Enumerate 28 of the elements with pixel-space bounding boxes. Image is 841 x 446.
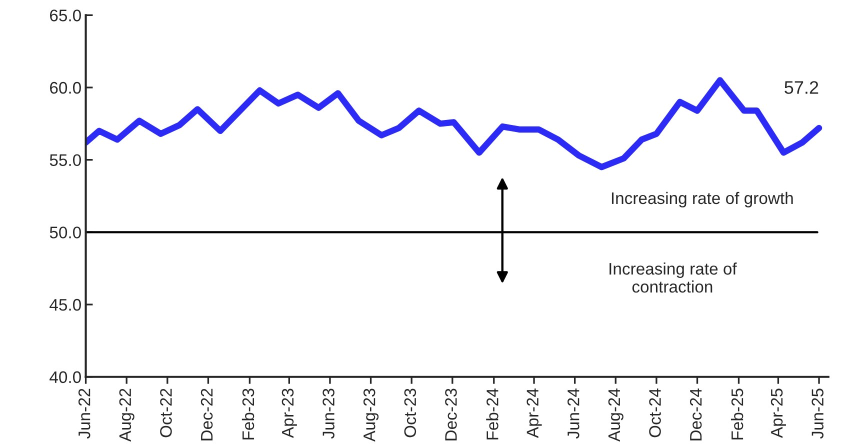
x-tick-label: Jun-23 — [322, 388, 334, 439]
y-tick-label: 50.0 — [50, 226, 81, 238]
annotation: Increasing rate of contraction — [610, 262, 737, 293]
y-tick-label: 60.0 — [50, 82, 81, 94]
x-tick-label: Feb-24 — [486, 388, 498, 440]
x-tick-label: Oct-22 — [160, 388, 172, 438]
x-tick-label: Oct-24 — [649, 388, 661, 438]
x-tick-label: Feb-25 — [730, 388, 744, 440]
annotation: 57.2 — [784, 81, 818, 94]
x-tick-label: Jun-22 — [78, 388, 90, 439]
y-tick-label: 55.0 — [50, 154, 81, 166]
x-tick-label: Oct-23 — [404, 388, 416, 438]
x-tick-label: Aug-24 — [608, 388, 624, 442]
y-tick-label: 45.0 — [50, 298, 81, 311]
x-tick-label: Aug-22 — [119, 388, 134, 442]
x-tick-label: Jun-25 — [812, 388, 824, 439]
x-tick-label: Aug-23 — [363, 388, 379, 442]
annotation: Increasing rate of growth — [612, 192, 793, 208]
x-tick-label: Feb-23 — [242, 388, 254, 440]
x-tick-label: Apr-25 — [770, 388, 786, 438]
x-tick-label: Apr-24 — [526, 388, 542, 438]
x-tick-label: Dec-23 — [445, 388, 457, 440]
y-tick-label: 65.0 — [50, 10, 81, 22]
x-tick-label: Apr-23 — [282, 388, 297, 438]
y-tick-label: 40.0 — [50, 371, 81, 384]
x-tick-label: Dec-24 — [690, 388, 702, 440]
x-tick-label: Dec-22 — [200, 388, 213, 440]
x-tick-label: Jun-24 — [568, 388, 580, 439]
